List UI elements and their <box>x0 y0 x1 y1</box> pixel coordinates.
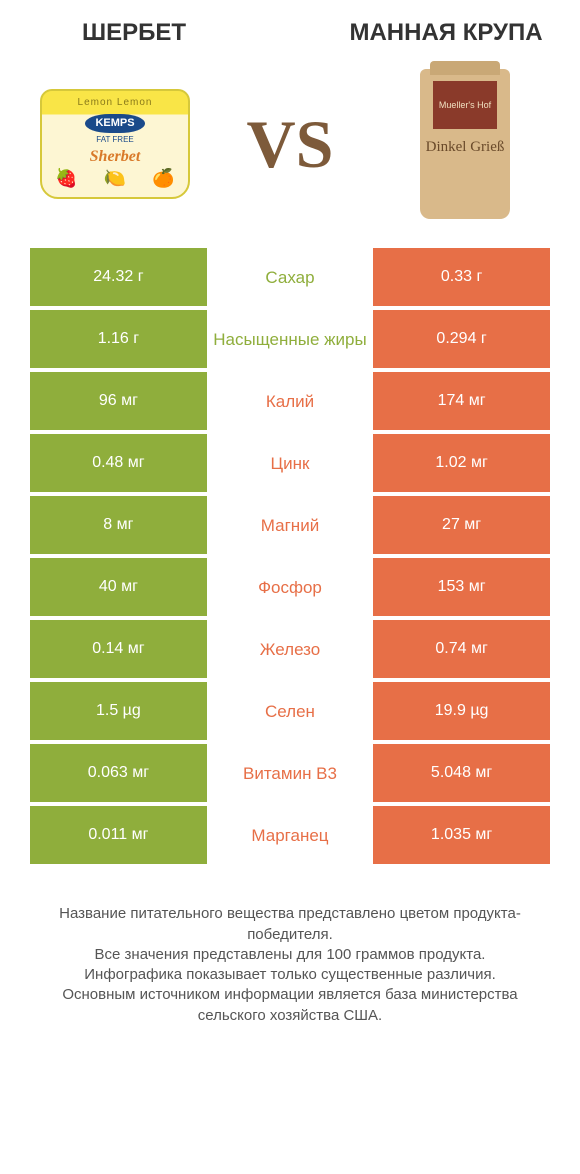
nutrient-label: Магний <box>207 496 373 554</box>
value-left: 0.14 мг <box>30 620 207 678</box>
value-left: 0.011 мг <box>30 806 207 864</box>
value-right: 174 мг <box>373 372 550 430</box>
value-right: 1.02 мг <box>373 434 550 492</box>
nutrient-label: Калий <box>207 372 373 430</box>
value-right: 5.048 мг <box>373 744 550 802</box>
value-right: 0.294 г <box>373 310 550 368</box>
tub-brand: KEMPS <box>85 114 144 133</box>
value-left: 24.32 г <box>30 248 207 306</box>
nutrient-label: Железо <box>207 620 373 678</box>
comparison-table: 24.32 гСахар0.33 г1.16 гНасыщенные жиры0… <box>30 248 550 864</box>
hero-row: Lemon Lemon KEMPS FAT FREE Sherbet 🍓🍋🍊 V… <box>30 64 550 224</box>
value-right: 1.035 мг <box>373 806 550 864</box>
product-left-title: ШЕРБЕТ <box>30 20 238 46</box>
value-left: 96 мг <box>30 372 207 430</box>
nutrient-label: Селен <box>207 682 373 740</box>
table-row: 96 мгКалий174 мг <box>30 372 550 430</box>
value-left: 0.063 мг <box>30 744 207 802</box>
nutrient-label: Витамин B3 <box>207 744 373 802</box>
table-row: 40 мгФосфор153 мг <box>30 558 550 616</box>
value-right: 0.74 мг <box>373 620 550 678</box>
nutrient-label: Фосфор <box>207 558 373 616</box>
tub-subline: FAT FREE <box>96 135 134 144</box>
nutrient-label: Сахар <box>207 248 373 306</box>
product-right-title: МАННАЯ КРУПА <box>342 20 550 46</box>
value-right: 153 мг <box>373 558 550 616</box>
tub-lemon-text: Lemon Lemon <box>78 97 153 108</box>
nutrient-label: Цинк <box>207 434 373 492</box>
value-right: 0.33 г <box>373 248 550 306</box>
table-row: 1.5 µgСелен19.9 µg <box>30 682 550 740</box>
value-left: 1.16 г <box>30 310 207 368</box>
tub-product-word: Sherbet <box>90 148 141 166</box>
value-left: 1.5 µg <box>30 682 207 740</box>
table-row: 0.063 мгВитамин B35.048 мг <box>30 744 550 802</box>
nutrient-label: Марганец <box>207 806 373 864</box>
footer-line: Все значения представлены для 100 граммо… <box>40 945 540 965</box>
titles-row: ШЕРБЕТ МАННАЯ КРУПА <box>30 20 550 46</box>
bag-main-text: Dinkel Grieß <box>426 139 505 156</box>
tub-fruit-icons: 🍓🍋🍊 <box>42 168 188 189</box>
table-row: 8 мгМагний27 мг <box>30 496 550 554</box>
table-row: 0.14 мгЖелезо0.74 мг <box>30 620 550 678</box>
semolina-bag-icon: Mueller's Hof Dinkel Grieß <box>420 69 510 219</box>
table-row: 24.32 гСахар0.33 г <box>30 248 550 306</box>
product-right-image: Mueller's Hof Dinkel Grieß <box>380 74 550 214</box>
title-right: МАННАЯ КРУПА <box>342 20 550 46</box>
sherbet-tub-icon: Lemon Lemon KEMPS FAT FREE Sherbet 🍓🍋🍊 <box>40 89 190 199</box>
table-row: 0.011 мгМарганец1.035 мг <box>30 806 550 864</box>
value-left: 40 мг <box>30 558 207 616</box>
value-left: 8 мг <box>30 496 207 554</box>
value-right: 27 мг <box>373 496 550 554</box>
footer-line: Основным источником информации является … <box>40 985 540 1026</box>
title-left: ШЕРБЕТ <box>30 20 238 46</box>
footer-line: Инфографика показывает только существенн… <box>40 965 540 985</box>
table-row: 1.16 гНасыщенные жиры0.294 г <box>30 310 550 368</box>
vs-label: VS <box>247 105 334 184</box>
footer-notes: Название питательного вещества представл… <box>30 904 550 1026</box>
footer-line: Название питательного вещества представл… <box>40 904 540 945</box>
nutrient-label: Насыщенные жиры <box>207 310 373 368</box>
value-right: 19.9 µg <box>373 682 550 740</box>
bag-small-label: Mueller's Hof <box>433 81 497 129</box>
table-row: 0.48 мгЦинк1.02 мг <box>30 434 550 492</box>
value-left: 0.48 мг <box>30 434 207 492</box>
product-left-image: Lemon Lemon KEMPS FAT FREE Sherbet 🍓🍋🍊 <box>30 74 200 214</box>
